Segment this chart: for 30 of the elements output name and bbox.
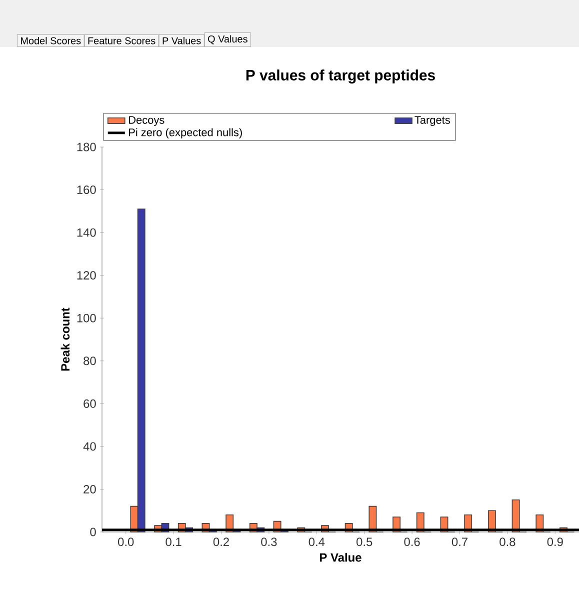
y-tick-label: 80 [84,356,96,366]
text: Model Scores [21,36,81,44]
y-tick-label: 60 [84,399,96,408]
y-tick-label: 160 [77,186,96,194]
y-tick-label: 100 [77,314,96,322]
y-tick-label: 20 [84,484,96,494]
x-tick-label: 0.5 [356,538,372,546]
legend-label: Pi zero (expected nulls) [129,128,242,138]
chart-title: P values of target peptides [246,70,435,84]
x-tick-label: 0.7 [452,538,468,546]
y-tick-label: 0 [90,528,96,536]
legend-label: Decoys [129,116,164,126]
x-tick-label: 0.6 [404,538,420,546]
x-tick-label: 0.0 [118,538,134,546]
x-tick-label: 0.9 [547,538,563,546]
x-tick-label: 0.3 [261,538,277,546]
x-tick-label: 0.2 [213,538,229,546]
x-axis-title: P Value [320,552,362,562]
x-tick-label: 0.1 [166,538,182,546]
y-tick-label: 40 [83,442,96,451]
text: Feature Scores [88,37,156,44]
x-tick-label: 0.4 [308,538,325,546]
x-tick-label: 0.8 [500,538,516,546]
text: Q Values [208,35,248,44]
y-tick-label: 120 [77,271,96,280]
legend-label: Targets [414,116,450,126]
text: P Values [162,36,201,44]
y-axis-title: Peak count [60,308,70,371]
y-tick-label: 140 [77,228,96,237]
y-tick-label: 180 [77,142,96,152]
